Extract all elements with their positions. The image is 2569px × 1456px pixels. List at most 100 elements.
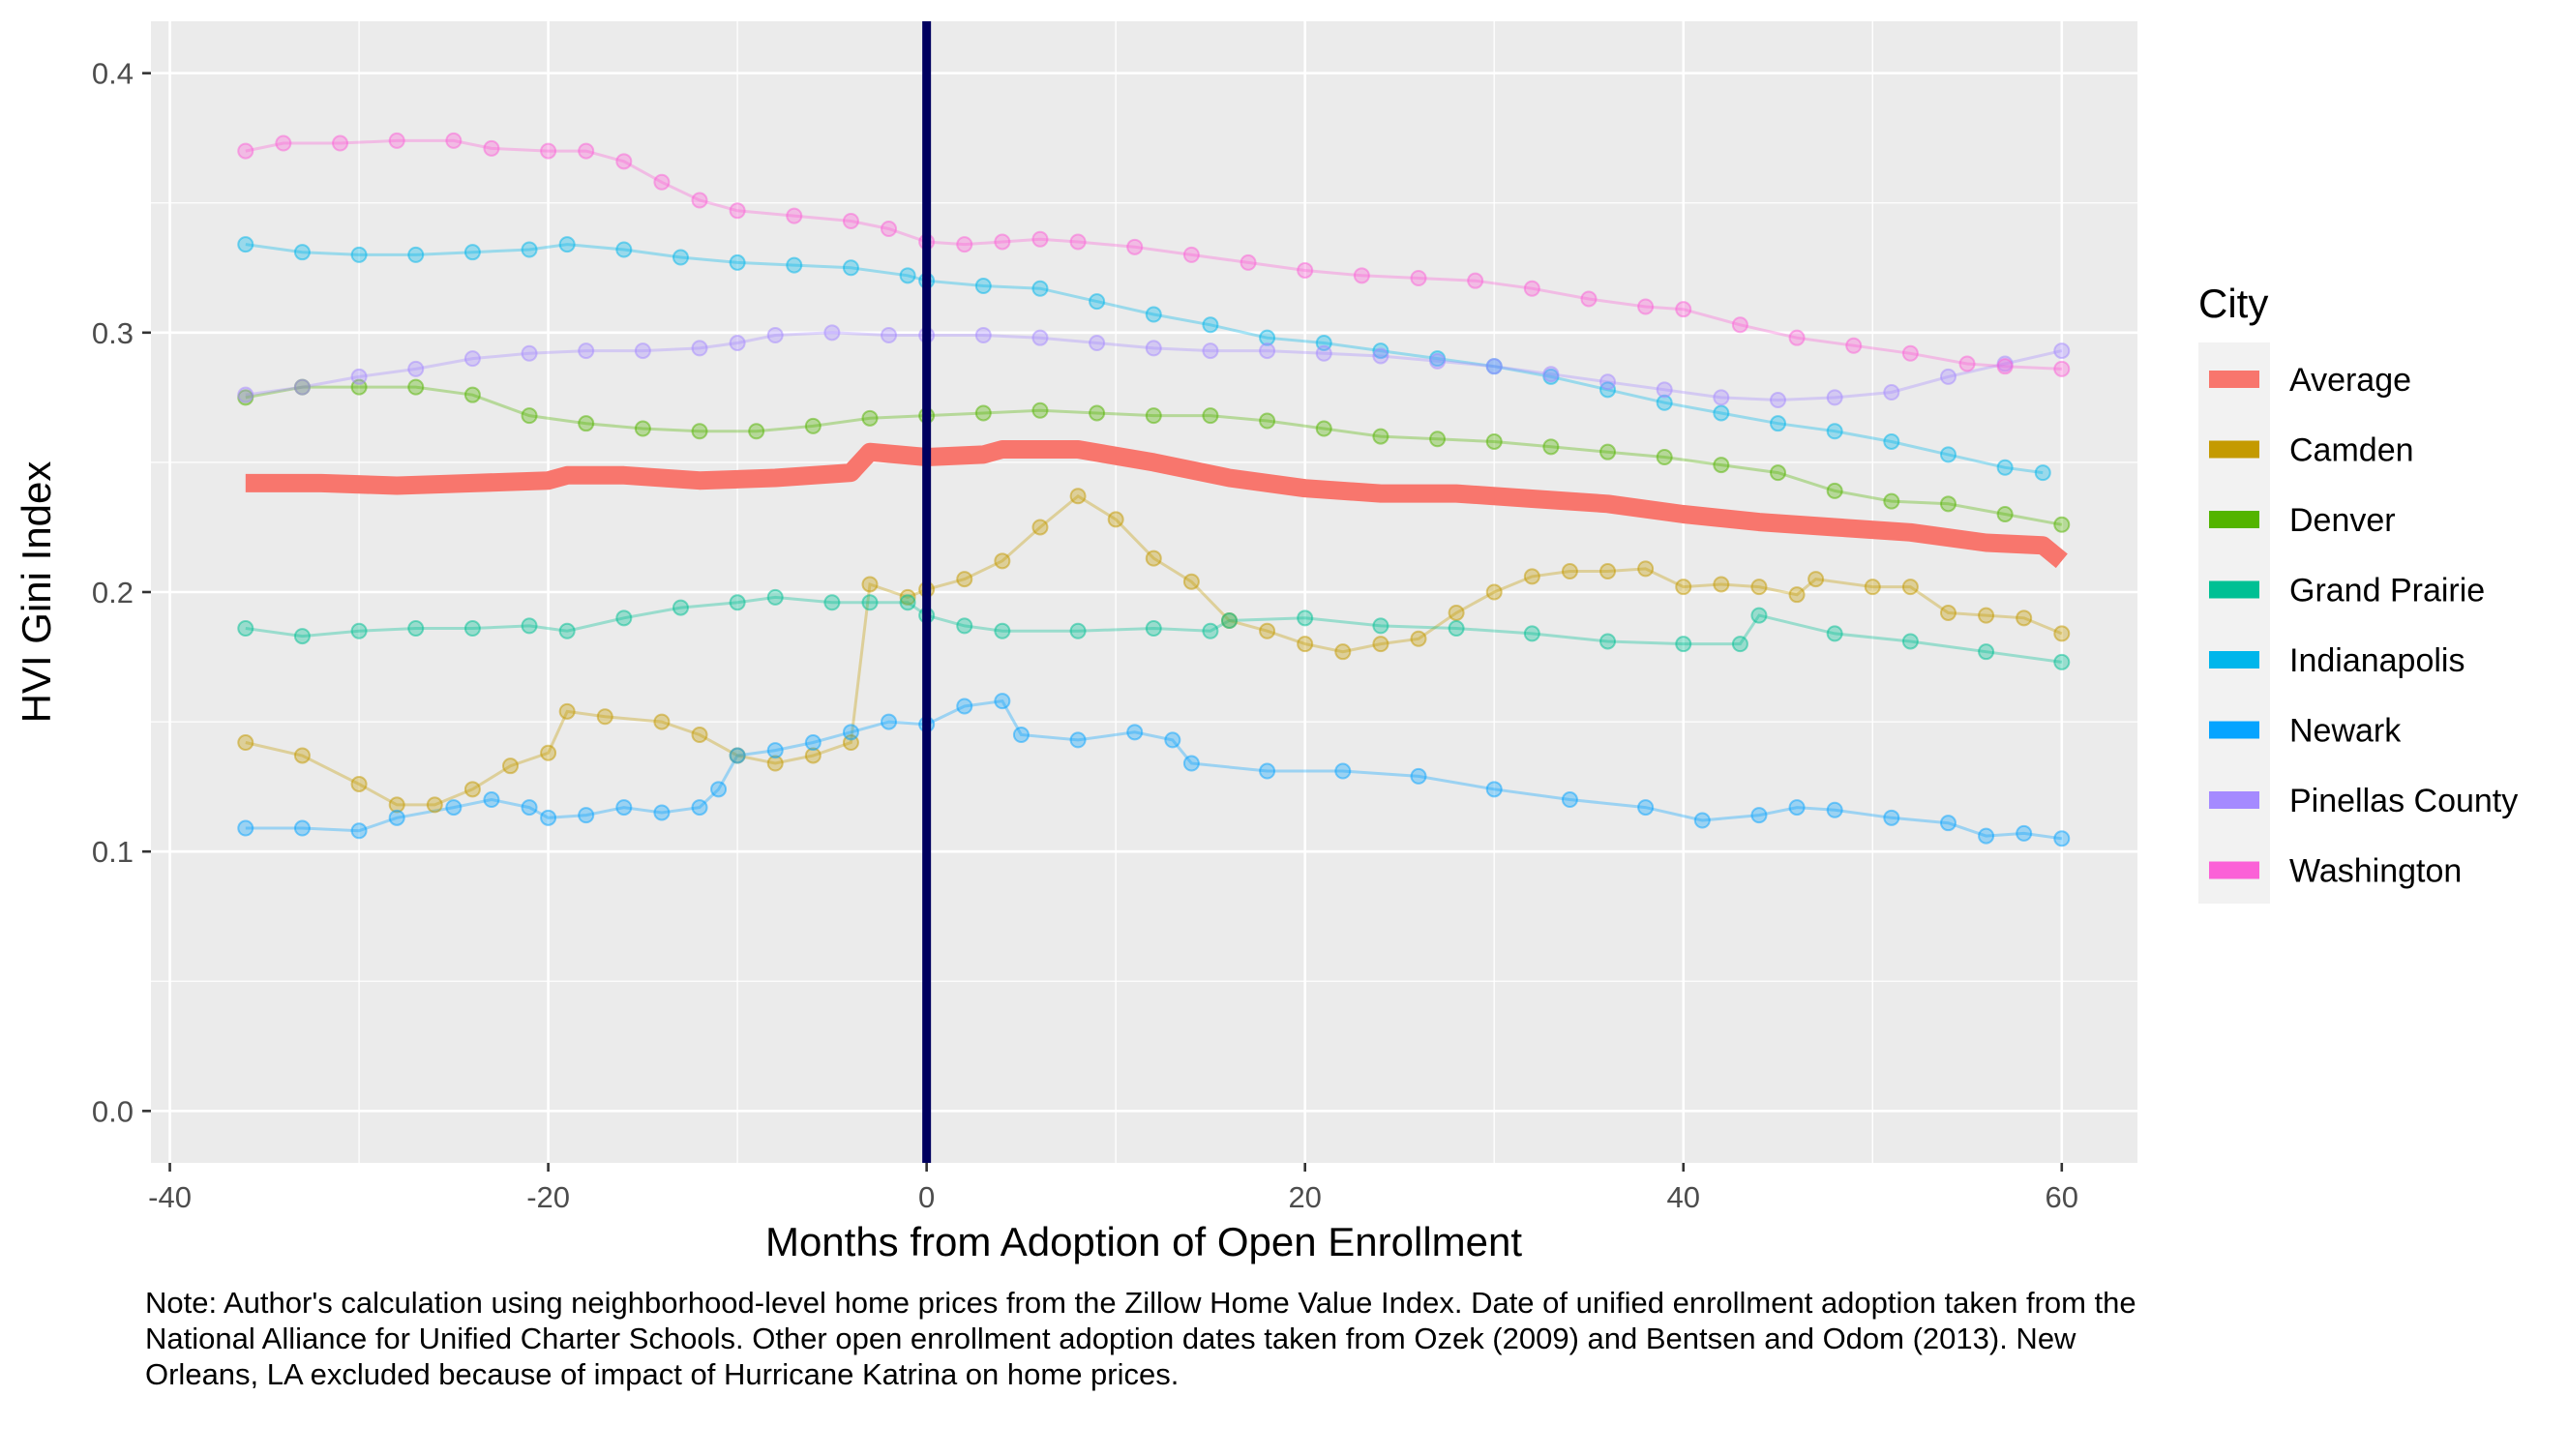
data-point-indianapolis xyxy=(1656,394,1673,411)
data-point-washington xyxy=(1675,301,1692,318)
data-point-washington xyxy=(1410,270,1427,286)
data-point-washington xyxy=(332,134,349,152)
data-point-newark xyxy=(2053,830,2071,847)
data-point-newark xyxy=(293,819,311,837)
data-point-newark xyxy=(1259,762,1276,780)
data-point-denver xyxy=(1485,432,1503,450)
data-point-indianapolis xyxy=(1939,446,1957,463)
data-point-grand-prairie xyxy=(1372,617,1389,635)
data-point-indianapolis xyxy=(350,246,368,263)
data-point-grand-prairie xyxy=(1448,620,1465,638)
data-point-indianapolis xyxy=(1145,306,1162,323)
data-point-washington xyxy=(1297,261,1314,279)
data-point-newark xyxy=(804,734,821,752)
data-point-newark xyxy=(1978,827,1995,845)
data-point-camden xyxy=(804,747,821,764)
data-point-indianapolis xyxy=(463,244,481,261)
data-point-indianapolis xyxy=(293,244,311,261)
data-point-camden xyxy=(1334,643,1352,661)
data-point-washington xyxy=(1126,238,1144,255)
legend-swatch-denver xyxy=(2209,511,2259,528)
data-point-indianapolis xyxy=(974,278,992,295)
data-point-grand-prairie xyxy=(1675,636,1692,653)
series-line-camden xyxy=(245,493,2063,807)
data-point-grand-prairie xyxy=(956,617,973,635)
data-point-pinellas-county xyxy=(729,335,746,352)
data-point-pinellas-county xyxy=(350,368,368,385)
data-point-grand-prairie xyxy=(1297,609,1314,627)
data-point-grand-prairie xyxy=(766,588,784,606)
data-point-washington xyxy=(1996,358,2014,375)
data-point-indianapolis xyxy=(407,246,425,263)
series-line-grand-prairie xyxy=(245,595,2063,664)
data-point-camden xyxy=(463,781,481,798)
data-point-camden xyxy=(1561,563,1578,580)
series-points xyxy=(237,132,2071,847)
data-point-pinellas-county xyxy=(1089,335,1106,352)
y-axis-label: HVI Gini Index xyxy=(14,461,59,724)
data-point-camden xyxy=(1864,579,1881,596)
data-point-grand-prairie xyxy=(293,628,311,645)
data-point-camden xyxy=(293,747,311,764)
data-point-camden xyxy=(1107,511,1124,528)
data-point-washington xyxy=(1069,233,1087,251)
data-point-indianapolis xyxy=(1202,316,1219,334)
data-point-denver xyxy=(691,423,708,440)
data-point-denver xyxy=(1372,428,1389,445)
data-point-camden xyxy=(1297,636,1314,653)
data-point-denver xyxy=(974,404,992,422)
legend-swatch-pinellas-county xyxy=(2209,791,2259,809)
data-point-camden xyxy=(653,713,671,730)
data-point-pinellas-county xyxy=(1031,329,1049,346)
data-point-grand-prairie xyxy=(1220,612,1238,629)
data-point-grand-prairie xyxy=(558,622,576,639)
data-point-camden xyxy=(1978,607,1995,624)
data-point-camden xyxy=(1750,579,1768,596)
data-point-pinellas-county xyxy=(1485,358,1503,375)
data-point-indianapolis xyxy=(1770,415,1787,432)
legend-label-grand-prairie: Grand Prairie xyxy=(2289,573,2485,609)
data-point-camden xyxy=(540,744,557,761)
data-point-camden xyxy=(1713,576,1730,593)
data-point-pinellas-county xyxy=(766,327,784,343)
data-point-indianapolis xyxy=(1826,423,1843,440)
series-lines xyxy=(245,138,2068,841)
data-point-newark xyxy=(1561,791,1578,809)
data-point-newark xyxy=(1012,727,1030,743)
data-point-pinellas-county xyxy=(1259,342,1276,360)
data-point-newark xyxy=(1883,809,1900,826)
data-point-indianapolis xyxy=(1372,342,1389,360)
data-point-washington xyxy=(578,142,595,160)
data-point-washington xyxy=(1353,267,1370,284)
data-point-grand-prairie xyxy=(1145,620,1162,638)
data-point-indianapolis xyxy=(615,241,633,258)
data-point-newark xyxy=(540,809,557,826)
data-point-indianapolis xyxy=(899,267,916,284)
x-tick-label: 40 xyxy=(1667,1180,1700,1214)
data-point-denver xyxy=(804,417,821,434)
y-tick-label: 0.3 xyxy=(92,316,134,350)
y-tick-label: 0.2 xyxy=(92,576,134,609)
data-point-grand-prairie xyxy=(729,594,746,611)
data-point-camden xyxy=(1372,636,1389,653)
data-point-indianapolis xyxy=(558,236,576,253)
footnote: Note: Author's calculation using neighbo… xyxy=(145,1286,2136,1391)
legend-label-camden: Camden xyxy=(2289,432,2414,469)
data-point-washington xyxy=(1523,280,1540,297)
legend-background xyxy=(2198,342,2270,904)
data-point-newark xyxy=(1693,812,1711,829)
data-point-camden xyxy=(1675,579,1692,596)
series-line-denver xyxy=(245,385,2063,526)
data-point-indianapolis xyxy=(1259,329,1276,346)
data-point-denver xyxy=(1883,492,1900,510)
data-point-newark xyxy=(994,693,1011,710)
data-point-newark xyxy=(1637,799,1655,817)
data-point-washington xyxy=(1845,337,1863,354)
data-point-washington xyxy=(691,192,708,209)
data-point-newark xyxy=(1750,807,1768,824)
data-point-pinellas-county xyxy=(463,350,481,368)
data-point-washington xyxy=(956,236,973,253)
data-point-grand-prairie xyxy=(407,620,425,638)
data-point-pinellas-county xyxy=(237,386,254,403)
data-point-indianapolis xyxy=(842,259,859,277)
